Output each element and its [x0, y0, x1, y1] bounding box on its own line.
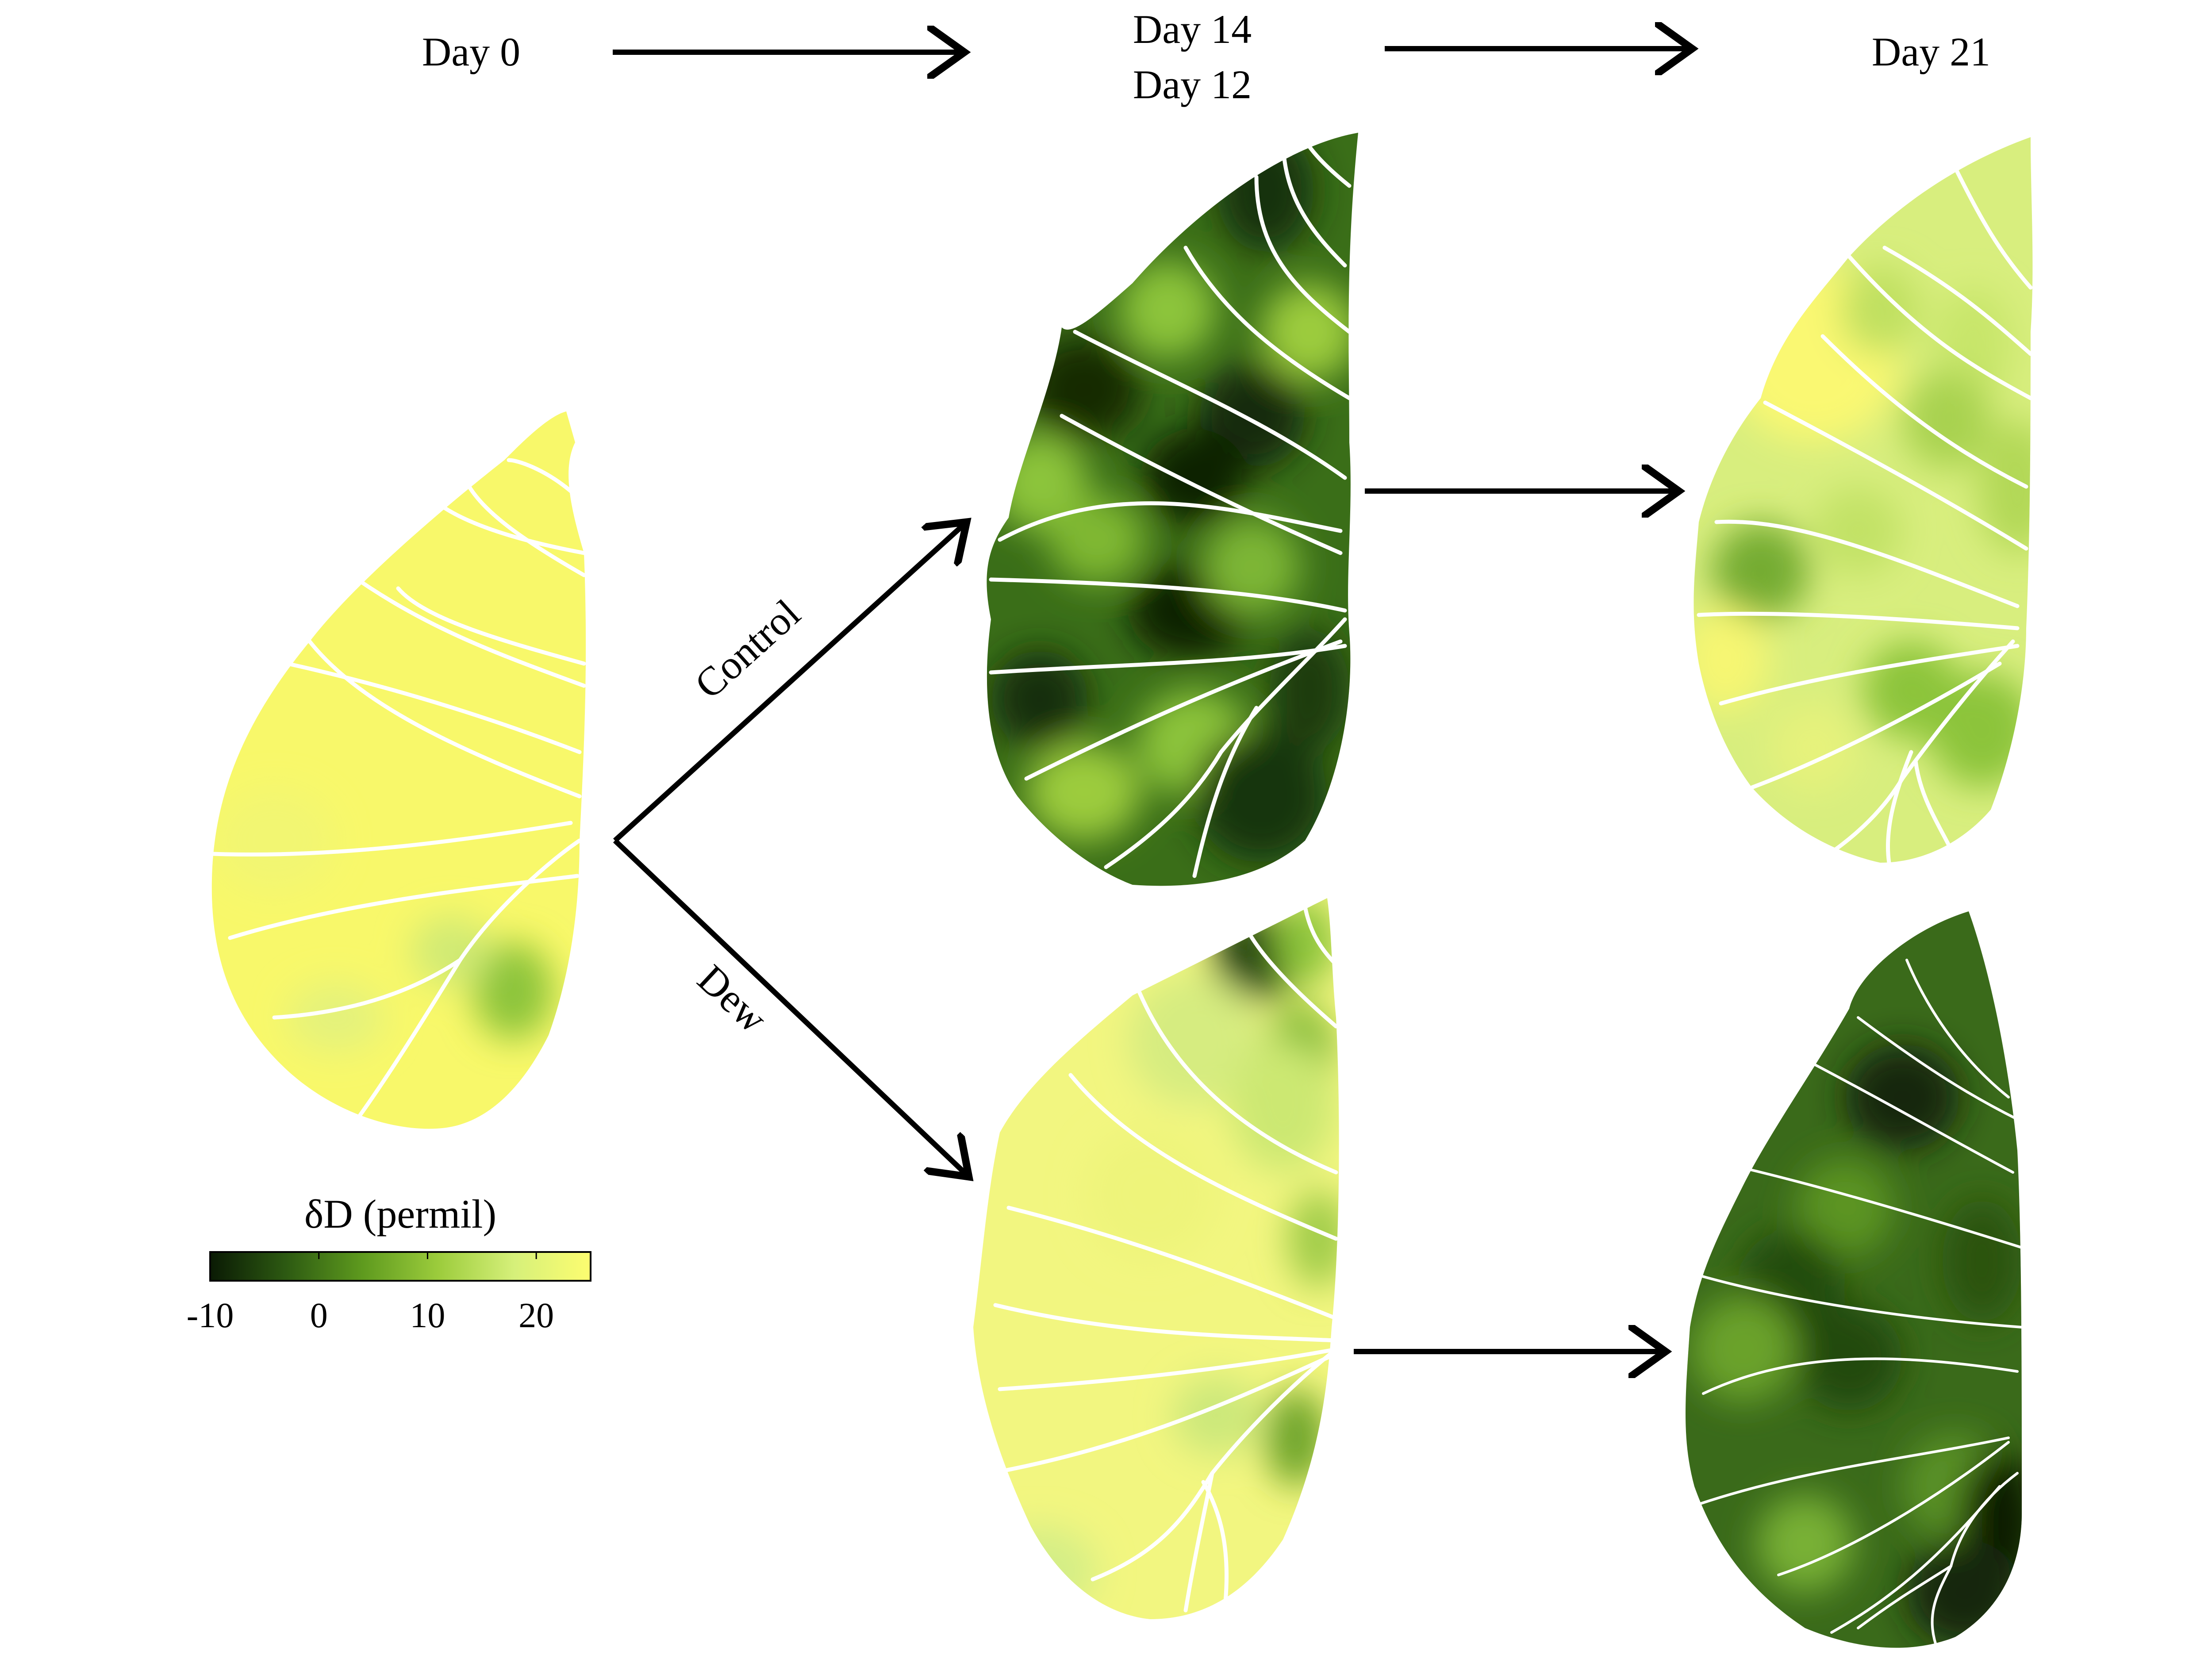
day21-label: Day 21 — [1872, 29, 1990, 74]
day14-label: Day 14 — [1133, 7, 1252, 52]
dew-label: Dew — [689, 956, 776, 1041]
leaf-control-day14 — [987, 131, 1358, 886]
colorbar-tick-label: 10 — [410, 1296, 445, 1335]
control-label: Control — [686, 591, 809, 707]
day0-label: Day 0 — [422, 29, 520, 74]
leaf-dew-day12 — [973, 898, 1339, 1619]
leaf-dew-day21 — [1686, 911, 2023, 1651]
leaf-control-day21 — [1694, 137, 2033, 865]
day12-label: Day 12 — [1133, 62, 1252, 107]
leaf-day0 — [210, 411, 586, 1129]
colorbar-ticks: -10 0 10 20 — [187, 1252, 554, 1335]
colorbar-gradient — [209, 1251, 591, 1282]
dew-branch-arrow — [613, 838, 969, 1177]
colorbar-tick-label: -10 — [187, 1296, 234, 1335]
colorbar-tick-label: 0 — [310, 1296, 328, 1335]
colorbar-title: δD (permil) — [304, 1191, 496, 1237]
colorbar: δD (permil) -10 0 10 20 — [187, 1191, 591, 1335]
colorbar-tick-label: 20 — [518, 1296, 554, 1335]
control-branch-arrow — [613, 522, 967, 843]
